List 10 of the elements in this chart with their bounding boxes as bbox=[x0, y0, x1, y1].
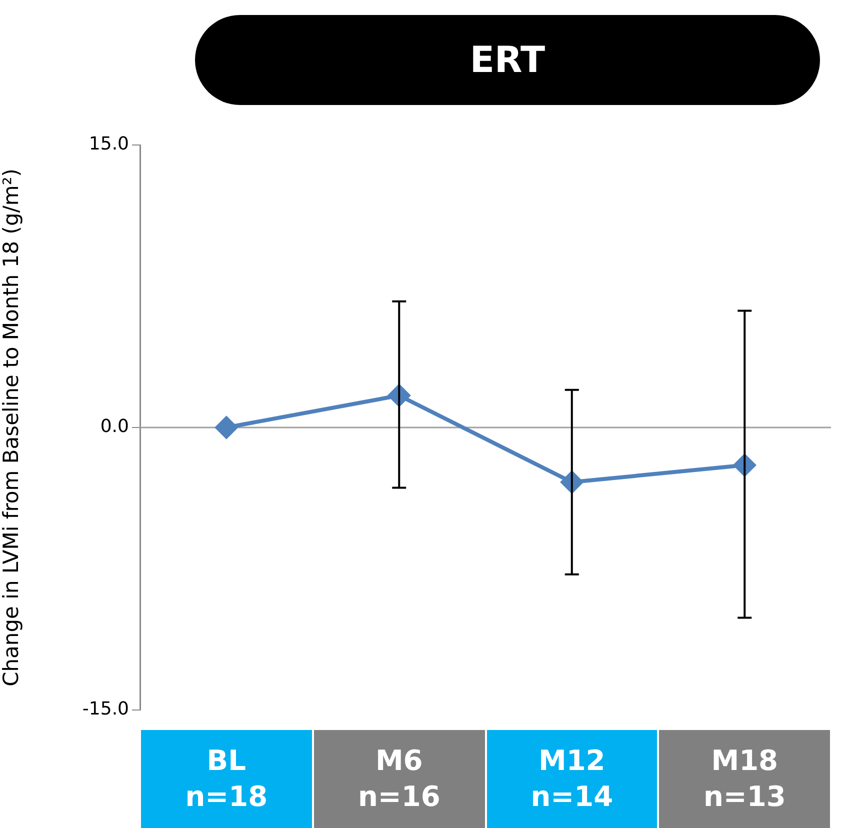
chart-title: ERT bbox=[195, 15, 820, 105]
x-tick-label: BL n=18 bbox=[141, 730, 312, 828]
y-tick-label: 0.0 bbox=[100, 416, 129, 438]
point bbox=[215, 416, 238, 438]
x-tick-label: M18 n=13 bbox=[659, 730, 830, 828]
x-tick-label: M12 n=14 bbox=[486, 730, 658, 828]
y-tick-label: -15.0 bbox=[82, 698, 129, 720]
y-tick-label: 15.0 bbox=[88, 134, 129, 155]
y-axis-title: Change in LVMi from Baseline to Month 18 (g/m²) bbox=[0, 168, 24, 686]
x-tick-label: M6 n=16 bbox=[314, 730, 484, 828]
